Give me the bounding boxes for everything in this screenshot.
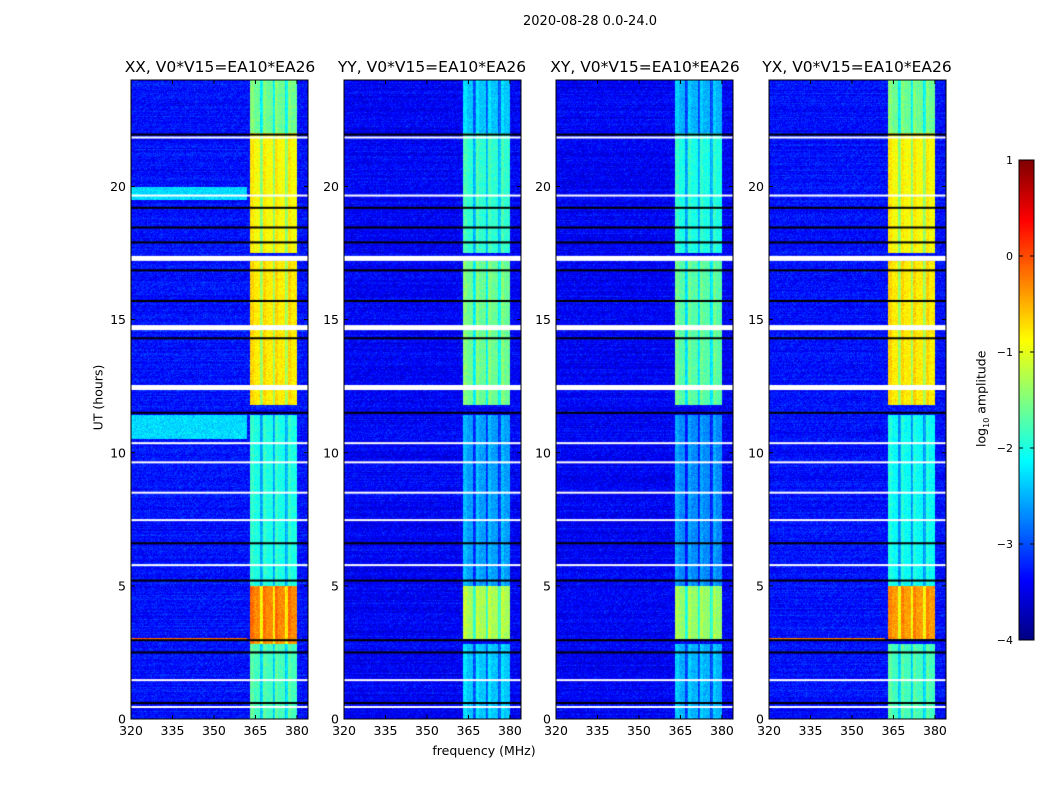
panel-title-xy: XY, V0*V15=EA10*EA26	[550, 58, 740, 76]
x-tick-label: 320	[757, 723, 781, 738]
y-tick-label: 5	[118, 578, 126, 593]
y-tick-label: 15	[323, 312, 339, 327]
y-tick-label: 5	[331, 578, 339, 593]
x-tick-label: 350	[202, 723, 226, 738]
x-axis-label: frequency (MHz)	[432, 743, 536, 758]
x-tick-label: 365	[882, 723, 906, 738]
y-axis-label: UT (hours)	[90, 364, 106, 431]
panel-frame	[768, 79, 947, 720]
y-tick-label: 0	[118, 712, 126, 727]
colorbar-tick-label: 1	[1006, 154, 1013, 167]
y-tick-label: 10	[748, 445, 764, 460]
y-tick-label: 20	[323, 179, 339, 194]
heatmap-yy	[344, 80, 521, 719]
heatmap-yx	[769, 80, 946, 719]
colorbar-label: log10 amplitude	[973, 350, 991, 447]
colorbar-tick-label: −1	[997, 346, 1013, 359]
y-tick-label: 20	[535, 179, 551, 194]
y-tick-label: 5	[543, 578, 551, 593]
panel-frame	[130, 79, 309, 720]
panel-title-yy: YY, V0*V15=EA10*EA26	[337, 58, 527, 76]
x-tick-label: 380	[710, 723, 734, 738]
x-tick-label: 380	[285, 723, 309, 738]
colorbar	[1019, 160, 1034, 640]
y-tick-label: 20	[110, 179, 126, 194]
y-tick-label: 0	[543, 712, 551, 727]
colorbar-frame	[1018, 159, 1035, 641]
y-tick-label: 5	[756, 578, 764, 593]
x-tick-label: 380	[923, 723, 947, 738]
x-tick-label: 350	[840, 723, 864, 738]
x-tick-label: 365	[457, 723, 481, 738]
figure-suptitle: 2020-08-28 0.0-24.0	[523, 14, 657, 29]
y-tick-label: 15	[748, 312, 764, 327]
y-tick-label: 0	[756, 712, 764, 727]
x-tick-label: 335	[161, 723, 185, 738]
colorbar-tick-label: −2	[997, 442, 1013, 455]
y-tick-label: 15	[110, 312, 126, 327]
colorbar-tick-label: 0	[1006, 250, 1013, 263]
colorbar-tick-label: −3	[997, 538, 1013, 551]
y-tick-label: 10	[323, 445, 339, 460]
y-tick-label: 0	[331, 712, 339, 727]
x-tick-label: 320	[544, 723, 568, 738]
y-tick-label: 10	[110, 445, 126, 460]
x-tick-label: 365	[669, 723, 693, 738]
panel-title-yx: YX, V0*V15=EA10*EA26	[762, 58, 952, 76]
panel-frame	[343, 79, 522, 720]
x-tick-label: 380	[498, 723, 522, 738]
x-tick-label: 335	[799, 723, 823, 738]
colorbar-tick-label: −4	[997, 634, 1013, 647]
heatmap-xy	[556, 80, 733, 719]
x-tick-label: 320	[119, 723, 143, 738]
y-tick-label: 20	[748, 179, 764, 194]
panel-frame	[555, 79, 734, 720]
y-tick-label: 15	[535, 312, 551, 327]
x-tick-label: 320	[332, 723, 356, 738]
x-tick-label: 335	[374, 723, 398, 738]
x-tick-label: 365	[244, 723, 268, 738]
x-tick-label: 350	[415, 723, 439, 738]
x-tick-label: 350	[627, 723, 651, 738]
heatmap-xx	[131, 80, 308, 719]
panel-title-xx: XX, V0*V15=EA10*EA26	[124, 58, 316, 76]
x-tick-label: 335	[586, 723, 610, 738]
y-tick-label: 10	[535, 445, 551, 460]
